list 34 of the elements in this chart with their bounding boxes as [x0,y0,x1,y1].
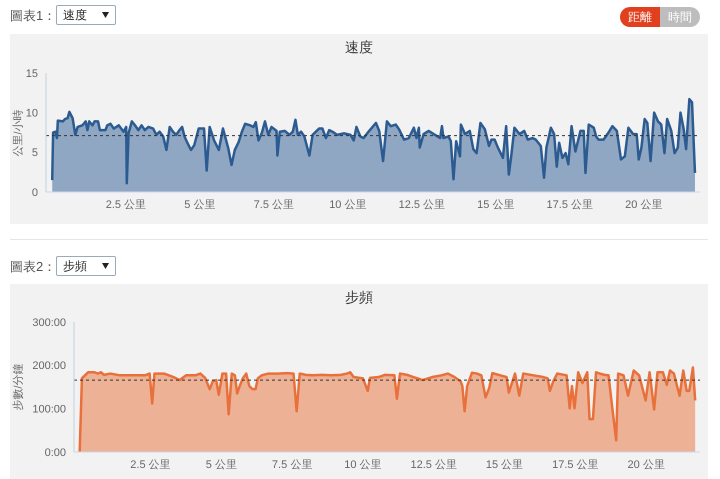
x-tick-label: 17.5 公里 [546,198,594,211]
x-tick-label: 7.5 公里 [254,198,294,211]
x-tick-label: 10 公里 [344,458,382,471]
dropdown-select[interactable]: 步頻 [56,256,116,276]
y-axis-title: 公里/小時 [12,108,24,156]
x-tick-label: 2.5 公里 [130,458,171,471]
dropdown-select[interactable]: 速度 [56,5,116,25]
x-tick-label: 5 公里 [206,458,237,471]
x-tick-label: 15 公里 [486,458,524,471]
text: 圖表2： [10,259,56,274]
chart-title: 步頻 [345,289,373,305]
x-tick-label: 17.5 公里 [552,458,599,471]
y-axis-title: 步數/分鐘 [12,363,24,411]
y-tick-label: 15 [26,68,38,80]
chart-title: 速度 [345,39,373,55]
y-tick-label: 0:00 [44,446,66,459]
y-tick-label: 0 [32,186,38,199]
x-tick-label: 7.5 公里 [272,458,312,471]
toggle-button[interactable]: 距離 [620,7,660,27]
y-tick-label: 10 [26,108,38,120]
x-tick-label: 15 公里 [477,198,514,211]
segmented-toggle[interactable]: 距離 時間 [620,7,700,27]
x-tick-label: 2.5 公里 [106,198,146,211]
x-tick-label: 20 公里 [628,458,665,471]
x-tick-label: 20 公里 [625,198,662,211]
y-tick-label: 5 [32,147,38,160]
x-tick-label: 5 公里 [184,198,216,211]
y-tick-label: 100:00 [32,404,66,416]
x-tick-label: 10 公里 [329,198,366,211]
y-tick-label: 200:00 [32,360,66,372]
y-tick-label: 300:00 [32,316,66,329]
x-tick-label: 12.5 公里 [398,198,446,211]
text: 圖表1： [10,8,56,23]
x-tick-label: 12.5 公里 [410,458,457,471]
